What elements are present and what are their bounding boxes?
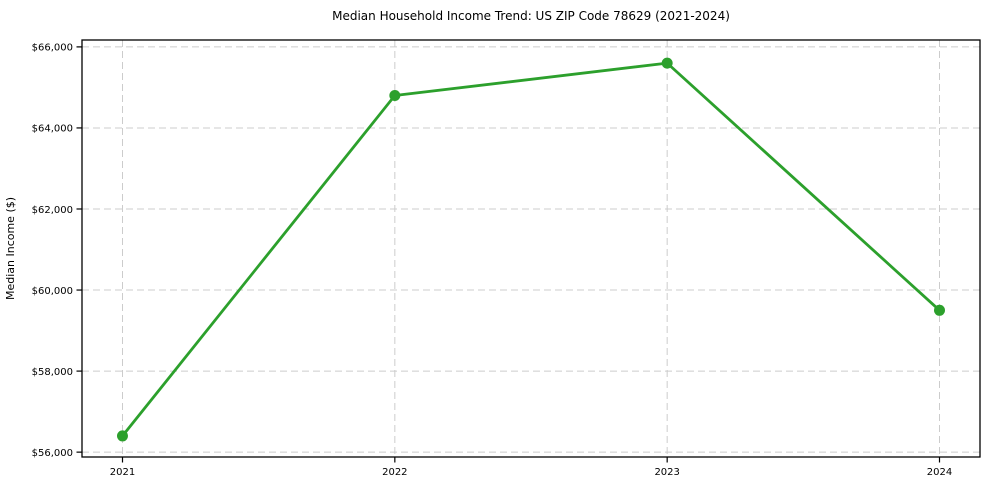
gridlines: [82, 40, 980, 457]
y-tick-label: $66,000: [32, 43, 73, 54]
y-tick-label: $62,000: [32, 205, 73, 216]
x-tick-label: 2024: [927, 467, 952, 478]
tick-marks: [76, 46, 941, 463]
y-tick-label: $64,000: [32, 124, 73, 135]
x-tick-label: 2023: [654, 467, 679, 478]
trend-line: [121, 61, 941, 438]
data-point-2021: [117, 430, 128, 442]
data-point-2024: [934, 304, 945, 316]
y-tick-label: $58,000: [32, 367, 73, 378]
x-tick-label: 2022: [382, 467, 407, 478]
tick-labels: $56,000 $58,000 $60,000 $62,000 $64,000 $66,0…: [32, 43, 953, 478]
x-tick-label: 2021: [110, 467, 135, 478]
chart-title: Median Household Income Trend: US ZIP Co…: [332, 9, 730, 23]
data-point-2022: [389, 90, 401, 102]
y-tick-label: $56,000: [32, 448, 73, 459]
data-series: [117, 57, 945, 442]
plot-border: [81, 39, 981, 458]
y-tick-label: $60,000: [32, 286, 73, 297]
y-axis-label: Median Income ($): [4, 197, 17, 300]
axes-box: [81, 39, 981, 458]
data-point-2023: [661, 57, 673, 69]
